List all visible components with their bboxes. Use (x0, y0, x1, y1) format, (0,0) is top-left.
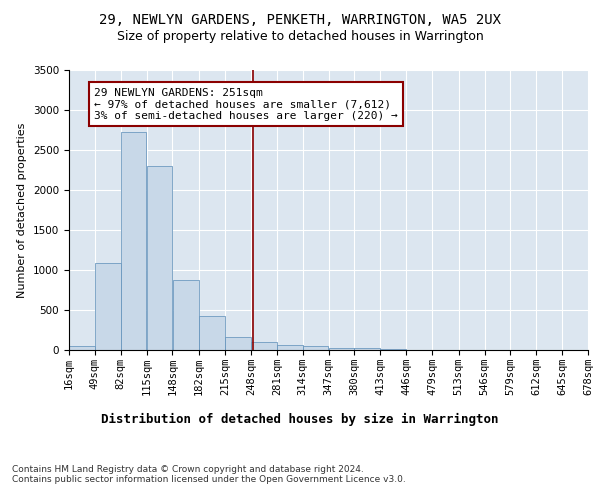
Bar (69, 346, 95, 350)
Text: Contains HM Land Registry data © Crown copyright and database right 2024.
Contai: Contains HM Land Registry data © Crown c… (12, 465, 406, 484)
Text: 29 NEWLYN GARDENS: 251sqm
← 97% of detached houses are smaller (7,612)
3% of sem: 29 NEWLYN GARDENS: 251sqm ← 97% of detac… (94, 88, 398, 121)
Bar (251, 342, 277, 350)
Bar (277, 345, 302, 350)
Bar (355, 348, 380, 350)
Text: 29, NEWLYN GARDENS, PENKETH, WARRINGTON, WA5 2UX: 29, NEWLYN GARDENS, PENKETH, WARRINGTON,… (99, 12, 501, 26)
Text: Size of property relative to detached houses in Warrington: Size of property relative to detached ho… (116, 30, 484, 43)
Bar (173, 280, 199, 350)
Bar (380, 349, 406, 350)
Bar (303, 346, 328, 350)
Bar (147, 166, 172, 350)
Bar (329, 348, 354, 350)
Bar (199, 316, 225, 350)
Bar (225, 337, 251, 350)
Text: Distribution of detached houses by size in Warrington: Distribution of detached houses by size … (101, 412, 499, 426)
Bar (95, 263, 121, 350)
Bar (121, 132, 146, 350)
Y-axis label: Number of detached properties: Number of detached properties (17, 122, 28, 298)
